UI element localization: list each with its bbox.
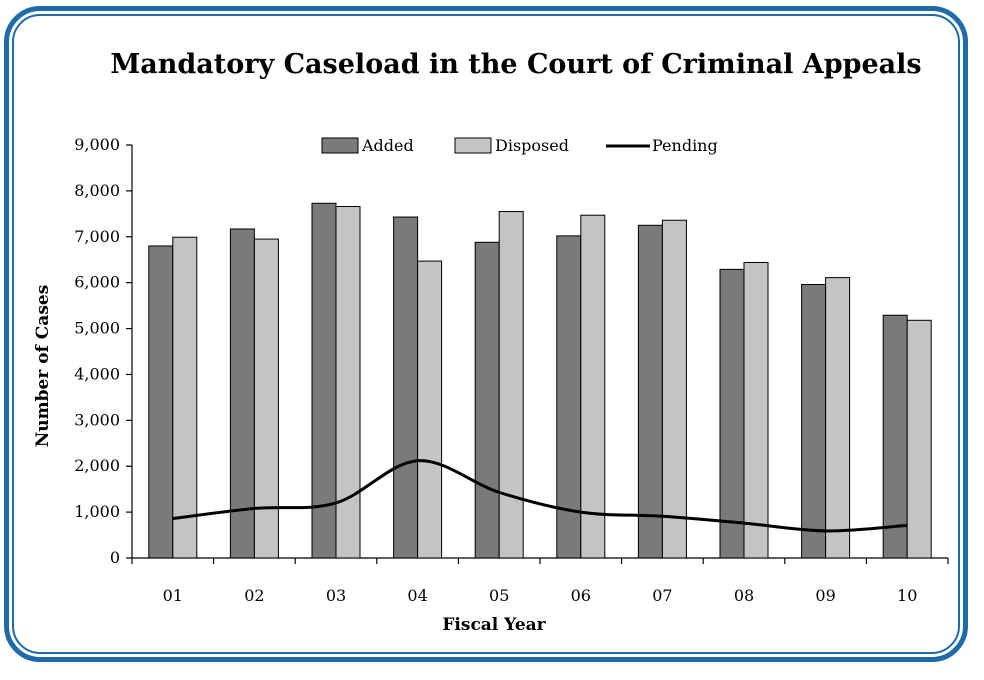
bars bbox=[148, 202, 932, 559]
y-tick-label: 5,000 bbox=[74, 319, 120, 338]
bar-disposed bbox=[498, 211, 524, 559]
bar-added bbox=[311, 202, 337, 559]
x-tick-label: 01 bbox=[163, 586, 183, 605]
bar-disposed bbox=[906, 319, 932, 559]
chart-title: Mandatory Caseload in the Court of Crimi… bbox=[110, 49, 921, 80]
bar-added bbox=[148, 245, 174, 559]
x-tick-label: 05 bbox=[489, 586, 509, 605]
x-tick-label: 09 bbox=[815, 586, 835, 605]
y-tick-label: 7,000 bbox=[74, 227, 120, 246]
y-tick-label: 8,000 bbox=[74, 181, 120, 200]
bar-added bbox=[393, 216, 419, 559]
legend-label: Disposed bbox=[495, 136, 569, 155]
bar-added bbox=[719, 268, 745, 559]
x-tick-label: 10 bbox=[897, 586, 917, 605]
legend-swatch bbox=[321, 137, 359, 154]
inner-border bbox=[12, 14, 960, 654]
pending-line bbox=[172, 459, 908, 533]
x-tick-label: 03 bbox=[326, 586, 346, 605]
bar-disposed bbox=[661, 219, 687, 559]
bar-added bbox=[801, 284, 827, 559]
y-tick-label: 0 bbox=[110, 548, 120, 567]
bar-disposed bbox=[172, 236, 198, 559]
x-axis: 01 02 03 04 05 06 07 08 09 10 bbox=[131, 557, 949, 605]
bar-disposed bbox=[335, 205, 361, 559]
y-tick-label: 4,000 bbox=[74, 364, 120, 383]
x-tick-label: 04 bbox=[407, 586, 427, 605]
legend-label: Added bbox=[361, 136, 414, 155]
y-tick-label: 3,000 bbox=[74, 410, 120, 429]
y-tick-label: 9,000 bbox=[74, 135, 120, 154]
bar-disposed bbox=[825, 277, 851, 559]
legend-item-disposed: Disposed bbox=[454, 136, 569, 155]
x-tick-label: 02 bbox=[244, 586, 264, 605]
bar-disposed bbox=[417, 260, 443, 559]
x-tick-label: 08 bbox=[734, 586, 754, 605]
bar-added bbox=[882, 314, 908, 559]
y-tick-label: 2,000 bbox=[74, 456, 120, 475]
x-axis-label: Fiscal Year bbox=[442, 615, 546, 635]
bar-added bbox=[474, 241, 500, 559]
bar-disposed bbox=[580, 214, 606, 559]
pending-line-group bbox=[172, 459, 908, 533]
legend: Added Disposed Pending bbox=[321, 136, 718, 155]
bar-disposed bbox=[743, 261, 769, 559]
y-axis-label: Number of Cases bbox=[33, 285, 53, 448]
outer-border bbox=[4, 6, 968, 662]
y-tick-label: 6,000 bbox=[74, 273, 120, 292]
x-tick-label: 07 bbox=[652, 586, 672, 605]
bar-added bbox=[637, 224, 663, 559]
legend-item-pending: Pending bbox=[606, 136, 718, 155]
legend-item-added: Added bbox=[321, 136, 414, 155]
bar-disposed bbox=[253, 238, 279, 559]
legend-label: Pending bbox=[652, 136, 718, 155]
y-tick-label: 1,000 bbox=[74, 502, 120, 521]
y-axis: 0 1,000 2,000 3,000 4,000 5,000 6,000 7,000 8,00… bbox=[74, 135, 133, 567]
x-tick-label: 06 bbox=[571, 586, 591, 605]
legend-swatch bbox=[454, 137, 492, 154]
